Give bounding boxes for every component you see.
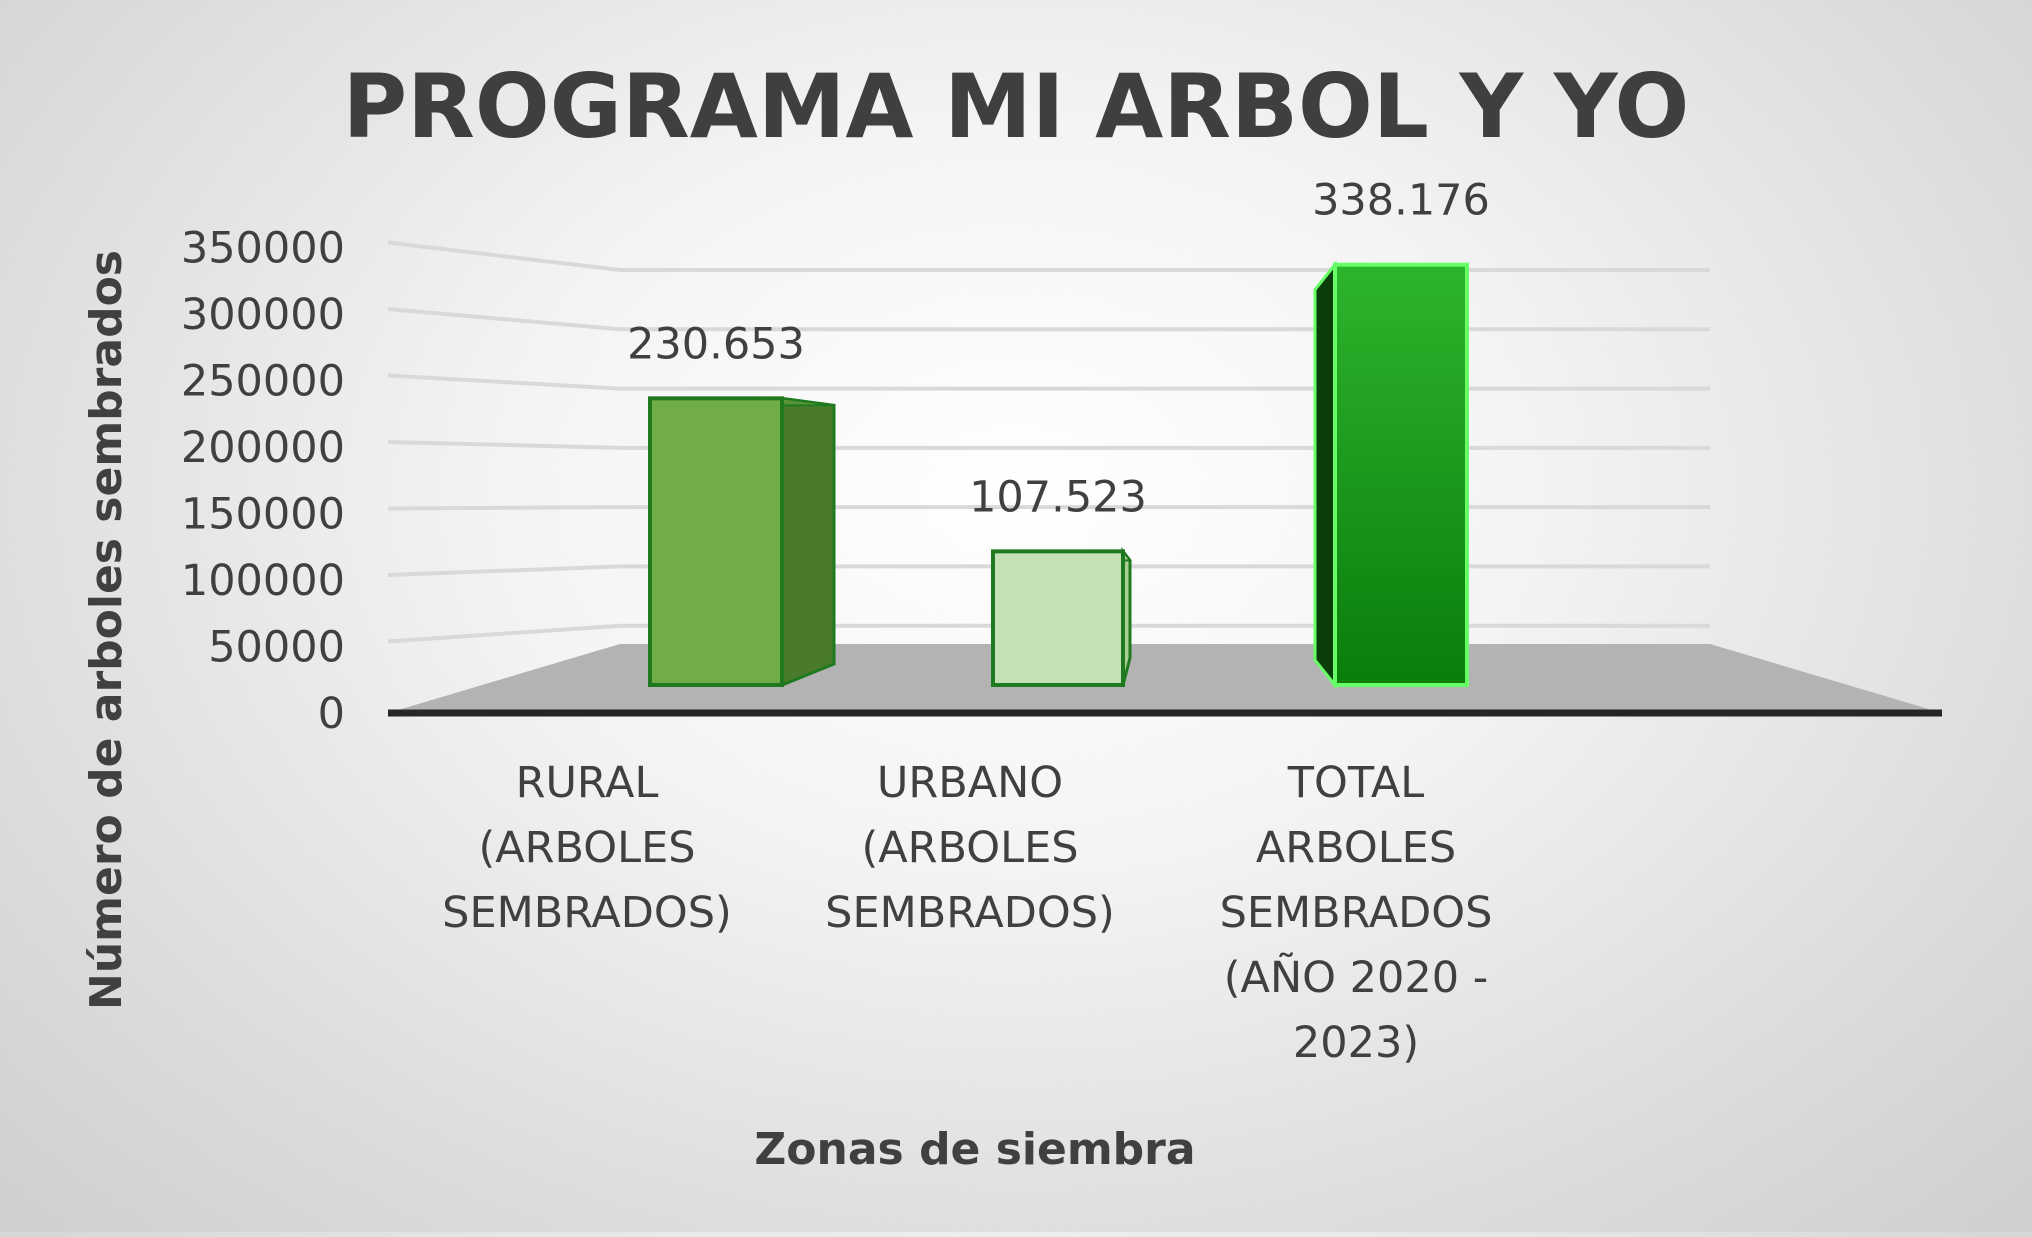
bar (1333, 262, 1469, 687)
x-axis-categories: RURAL (ARBOLES SEMBRADOS) URBANO (ARBOLES SEM… (442, 758, 1492, 1068)
y-tick-label: 200000 (181, 423, 345, 473)
data-label: 230.653 (627, 319, 805, 369)
bar-side (780, 396, 836, 688)
x-tick-label: TOTAL ARBOLES SEMBRADOS (AÑO 2020 - 2023) (1220, 758, 1493, 1068)
x-tick-label-line: TOTAL (1287, 758, 1424, 808)
y-tick-label: 150000 (181, 490, 345, 540)
gridline-side (387, 240, 621, 272)
gridline-side (387, 440, 621, 450)
y-tick-label: 250000 (181, 357, 345, 407)
y-tick-label: 350000 (181, 224, 345, 274)
y-tick-label: 0 (318, 689, 345, 739)
x-tick-label-line: (ARBOLES (861, 823, 1078, 873)
x-tick-label: RURAL (ARBOLES SEMBRADOS) (442, 758, 732, 938)
x-tick-label-line: (ARBOLES (478, 823, 695, 873)
data-label: 338.176 (1312, 176, 1490, 226)
gridline-side (387, 505, 621, 511)
floor-plane (388, 644, 1942, 713)
gridline-side (387, 623, 621, 644)
y-tick-label: 300000 (181, 290, 345, 340)
y-axis-title: Número de arboles sembrados (81, 250, 132, 1010)
bar (648, 396, 784, 687)
x-tick-label-line: URBANO (877, 758, 1063, 808)
data-label: 107.523 (969, 472, 1147, 522)
gridline-side (387, 307, 621, 332)
y-tick-label: 50000 (208, 623, 345, 673)
bar (991, 549, 1125, 687)
x-tick-label-line: SEMBRADOS) (825, 888, 1115, 938)
gridline-side (387, 564, 621, 577)
data-labels: 230.653 107.523 338.176 (627, 176, 1490, 523)
bars (648, 260, 1469, 690)
y-axis-ticks: 0 50000 100000 150000 200000 250000 300000 3500… (181, 224, 345, 740)
x-tick-label: URBANO (ARBOLES SEMBRADOS) (825, 758, 1115, 938)
y-tick-label: 100000 (181, 556, 345, 606)
x-tick-label-line: (AÑO 2020 - (1224, 952, 1489, 1003)
x-axis-title: Zonas de siembra (754, 1124, 1195, 1175)
gridline-side (387, 373, 621, 391)
bar-side (1313, 260, 1337, 690)
x-tick-label-line: SEMBRADOS (1220, 888, 1493, 938)
chart-title: PROGRAMA MI ARBOL Y YO (343, 55, 1690, 158)
x-tick-label-line: 2023) (1293, 1018, 1419, 1068)
x-tick-label-line: RURAL (516, 758, 659, 808)
chart-floor (388, 644, 1942, 717)
x-tick-label-line: ARBOLES (1256, 823, 1456, 873)
x-tick-label-line: SEMBRADOS) (442, 888, 732, 938)
